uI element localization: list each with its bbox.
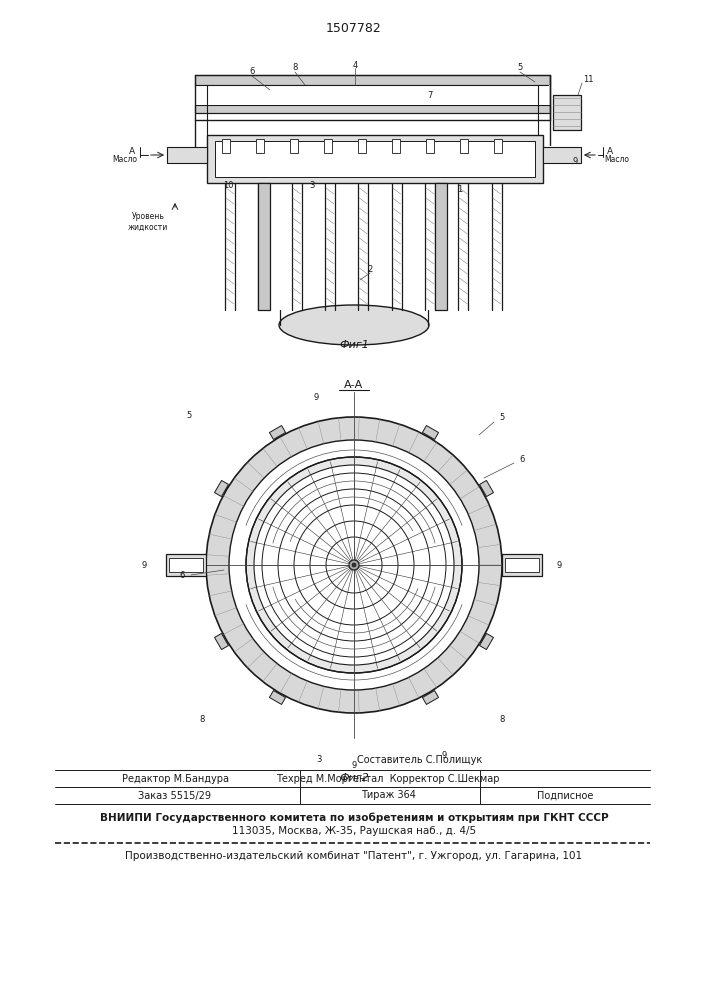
Bar: [207, 135, 543, 183]
Circle shape: [246, 457, 462, 673]
Bar: [167, 147, 207, 163]
Text: Масло: Масло: [604, 155, 629, 164]
Text: 113035, Москва, Ж-35, Раушская наб., д. 4/5: 113035, Москва, Ж-35, Раушская наб., д. …: [232, 826, 476, 836]
Bar: [258, 183, 270, 310]
Bar: [195, 85, 550, 105]
Text: 6: 6: [250, 68, 255, 77]
Polygon shape: [214, 480, 228, 497]
Bar: [290, 139, 298, 153]
Bar: [502, 554, 542, 576]
Polygon shape: [269, 426, 286, 439]
Circle shape: [229, 440, 479, 690]
Bar: [215, 141, 535, 177]
Bar: [169, 558, 203, 572]
Text: 10: 10: [223, 180, 233, 190]
Circle shape: [206, 417, 502, 713]
Text: А: А: [129, 146, 135, 155]
Bar: [195, 105, 550, 113]
Text: 9: 9: [573, 157, 578, 166]
Bar: [460, 139, 468, 153]
Bar: [426, 139, 434, 153]
Text: 3: 3: [310, 180, 315, 190]
Text: 1: 1: [457, 186, 462, 194]
Bar: [256, 139, 264, 153]
Bar: [358, 139, 366, 153]
Text: 4: 4: [352, 60, 358, 70]
Text: 9: 9: [313, 392, 319, 401]
Text: 6: 6: [180, 570, 185, 580]
Text: 9: 9: [556, 560, 561, 570]
Circle shape: [254, 465, 454, 665]
Bar: [166, 554, 206, 576]
Bar: [494, 139, 502, 153]
Text: 8: 8: [499, 716, 505, 724]
Text: Уровень
жидкости: Уровень жидкости: [128, 212, 168, 232]
Bar: [195, 75, 550, 85]
Text: А-А: А-А: [344, 380, 363, 390]
Text: Фиг2: Фиг2: [339, 773, 369, 783]
Polygon shape: [479, 480, 493, 497]
Text: Фиг1: Фиг1: [339, 340, 369, 350]
Bar: [553, 95, 581, 130]
Text: 6: 6: [520, 456, 525, 464]
Text: 11: 11: [583, 76, 593, 85]
Bar: [324, 139, 332, 153]
Text: 5: 5: [518, 64, 522, 73]
Text: Производственно-издательский комбинат "Патент", г. Ужгород, ул. Гагарина, 101: Производственно-издательский комбинат "П…: [125, 851, 583, 861]
Text: Масло: Масло: [112, 155, 137, 164]
Bar: [435, 183, 447, 310]
Text: 8: 8: [199, 716, 205, 724]
Ellipse shape: [279, 305, 429, 345]
Text: 9: 9: [141, 560, 146, 570]
Text: ВНИИПИ Государственного комитета по изобретениям и открытиям при ГКНТ СССР: ВНИИПИ Государственного комитета по изоб…: [100, 813, 608, 823]
Polygon shape: [423, 691, 438, 704]
Bar: [222, 139, 230, 153]
Text: 3: 3: [316, 756, 322, 764]
Text: 5: 5: [187, 410, 192, 420]
Text: Составитель С.Полищук: Составитель С.Полищук: [357, 755, 483, 765]
Circle shape: [349, 560, 359, 570]
Bar: [505, 558, 539, 572]
Text: Редактор М.Бандура: Редактор М.Бандура: [122, 774, 228, 784]
Text: 8: 8: [292, 64, 298, 73]
Polygon shape: [269, 691, 286, 704]
Text: 7: 7: [427, 91, 433, 100]
Text: 5: 5: [499, 414, 505, 422]
Bar: [392, 139, 400, 153]
Text: А: А: [607, 146, 613, 155]
Bar: [543, 147, 581, 163]
Polygon shape: [423, 426, 438, 439]
Text: Тираж 364: Тираж 364: [361, 790, 416, 800]
Text: Техред М.Моргентал  Корректор С.Шекмар: Техред М.Моргентал Корректор С.Шекмар: [276, 774, 500, 784]
Text: 2: 2: [368, 265, 373, 274]
Text: Заказ 5515/29: Заказ 5515/29: [139, 790, 211, 800]
Text: 9: 9: [441, 750, 447, 760]
Polygon shape: [214, 633, 228, 650]
Text: 9: 9: [351, 760, 356, 770]
Text: Подписное: Подписное: [537, 790, 593, 800]
Text: 1507782: 1507782: [326, 21, 382, 34]
Polygon shape: [479, 633, 493, 650]
Circle shape: [352, 563, 356, 567]
